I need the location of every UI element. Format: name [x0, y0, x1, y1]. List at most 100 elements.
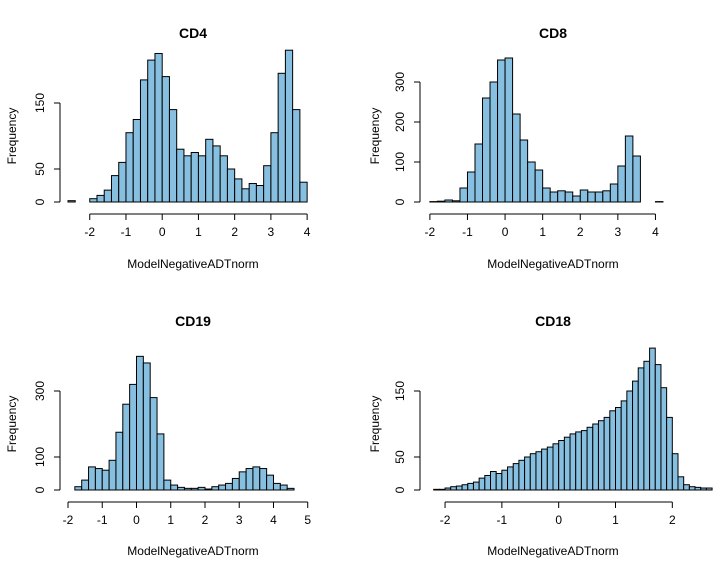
histogram-bar: [694, 486, 702, 491]
histogram-bar: [231, 477, 240, 491]
histogram-bar: [450, 486, 457, 491]
histogram-bar: [88, 466, 96, 491]
histogram-bar: [534, 169, 544, 203]
histogram-bar: [149, 397, 158, 491]
histogram-bar: [459, 187, 468, 203]
histogram-bar: [272, 482, 281, 491]
histogram-bar: [292, 109, 301, 203]
histogram-bar: [248, 183, 257, 203]
histogram-bar: [580, 430, 588, 491]
histogram-bar: [190, 487, 199, 491]
histogram-bar: [666, 416, 673, 491]
histogram-bar: [444, 487, 452, 491]
histogram-bar: [74, 486, 83, 491]
histogram-bar: [700, 487, 707, 491]
histogram-bar: [497, 59, 506, 203]
x-tick-label: 3: [268, 225, 275, 239]
y-axis-label: Frequency: [368, 396, 382, 453]
histogram-bar: [156, 433, 165, 491]
x-tick-label: 4: [270, 513, 277, 527]
histogram-bar: [677, 476, 685, 491]
histogram-bar: [552, 443, 560, 491]
y-tick-label: 0: [393, 198, 407, 205]
histogram-bar: [205, 138, 214, 203]
histogram-bar: [277, 72, 286, 203]
y-axis-label: Frequency: [368, 108, 382, 165]
histogram-bar: [197, 486, 206, 491]
chart-panel-cd19: CD19 -2 -1 0 1 2 3 4 5 0 100 300 ModelNegativeADTnor…: [5, 313, 311, 558]
histogram-bar: [579, 189, 589, 203]
histogram-bar: [255, 185, 265, 203]
chart-title: CD18: [535, 313, 571, 329]
histogram-bar: [524, 456, 531, 491]
y-tick-label: 150: [33, 93, 47, 113]
y-axis-label: Frequency: [5, 108, 19, 165]
histogram-bar: [226, 168, 236, 203]
histogram-bar: [489, 81, 499, 203]
histogram-bar: [549, 191, 559, 203]
y-tick-label: 200: [393, 112, 407, 132]
y-tick-label: 300: [33, 381, 47, 401]
histogram-bar: [504, 57, 514, 203]
histogram-bar: [245, 468, 254, 491]
y-tick-label: 50: [393, 450, 407, 464]
histogram-bar: [451, 200, 461, 203]
histogram-bar: [478, 477, 486, 491]
histogram-bar: [617, 165, 626, 203]
histogram-bar: [569, 433, 577, 491]
x-tick-label: 3: [615, 225, 622, 239]
histogram-bar: [518, 459, 526, 491]
histogram-bar: [541, 448, 548, 491]
chart-panel-cd18: CD18 -2 -1 0 1 2 0 50 150 ModelNegativeADTnorm Fre…: [368, 313, 713, 558]
histogram-bar: [177, 486, 185, 491]
histogram-bar: [501, 469, 509, 491]
histogram-bar: [597, 420, 605, 491]
x-tick-label: 1: [612, 513, 619, 527]
histogram-bar: [129, 383, 137, 491]
histogram-bar: [218, 484, 227, 491]
histogram-bar: [512, 463, 520, 491]
histogram-bar: [438, 488, 446, 491]
histogram-bar: [259, 468, 268, 491]
histogram-bar: [535, 451, 543, 491]
x-tick-label: 1: [195, 225, 202, 239]
histogram-bar: [507, 466, 514, 491]
histogram-bar: [558, 440, 565, 491]
histogram-bar: [284, 49, 294, 203]
x-tick-label: 5: [304, 513, 311, 527]
x-tick-label: 0: [502, 225, 509, 239]
histogram-bar: [238, 471, 247, 491]
histogram-bar: [122, 403, 131, 491]
histogram-bar: [161, 76, 170, 203]
y-tick-label: 100: [393, 152, 407, 172]
y-tick-label: 150: [393, 381, 407, 401]
histogram-bar: [572, 195, 581, 203]
histogram-bar: [542, 187, 551, 203]
histogram-bar: [286, 487, 295, 491]
x-tick-label: 2: [231, 225, 238, 239]
histogram-bar: [455, 485, 463, 491]
histogram-bar: [225, 482, 233, 491]
y-tick-label: 0: [33, 198, 47, 205]
histogram-bar: [125, 132, 134, 203]
histogram-bar: [512, 113, 521, 203]
histogram-bar: [183, 487, 192, 491]
histogram-bar: [564, 191, 574, 203]
x-axis-label: ModelNegativeADTnorm: [487, 257, 618, 271]
histogram-bar: [147, 59, 156, 203]
histogram-bar: [467, 482, 474, 491]
histogram-bar: [637, 367, 645, 491]
histogram-bar: [632, 155, 641, 203]
histogram-bar: [190, 152, 199, 203]
histogram-bar: [620, 400, 628, 491]
histogram-bar: [108, 459, 117, 491]
y-axis-label: Frequency: [5, 396, 19, 453]
histogram-bar: [474, 143, 484, 203]
histogram-bar: [176, 148, 185, 203]
x-tick-label: -1: [121, 225, 132, 239]
histogram-bar: [563, 436, 571, 491]
histogram-bar: [643, 360, 651, 491]
histogram-bar: [519, 139, 529, 203]
x-tick-label: -2: [425, 225, 436, 239]
